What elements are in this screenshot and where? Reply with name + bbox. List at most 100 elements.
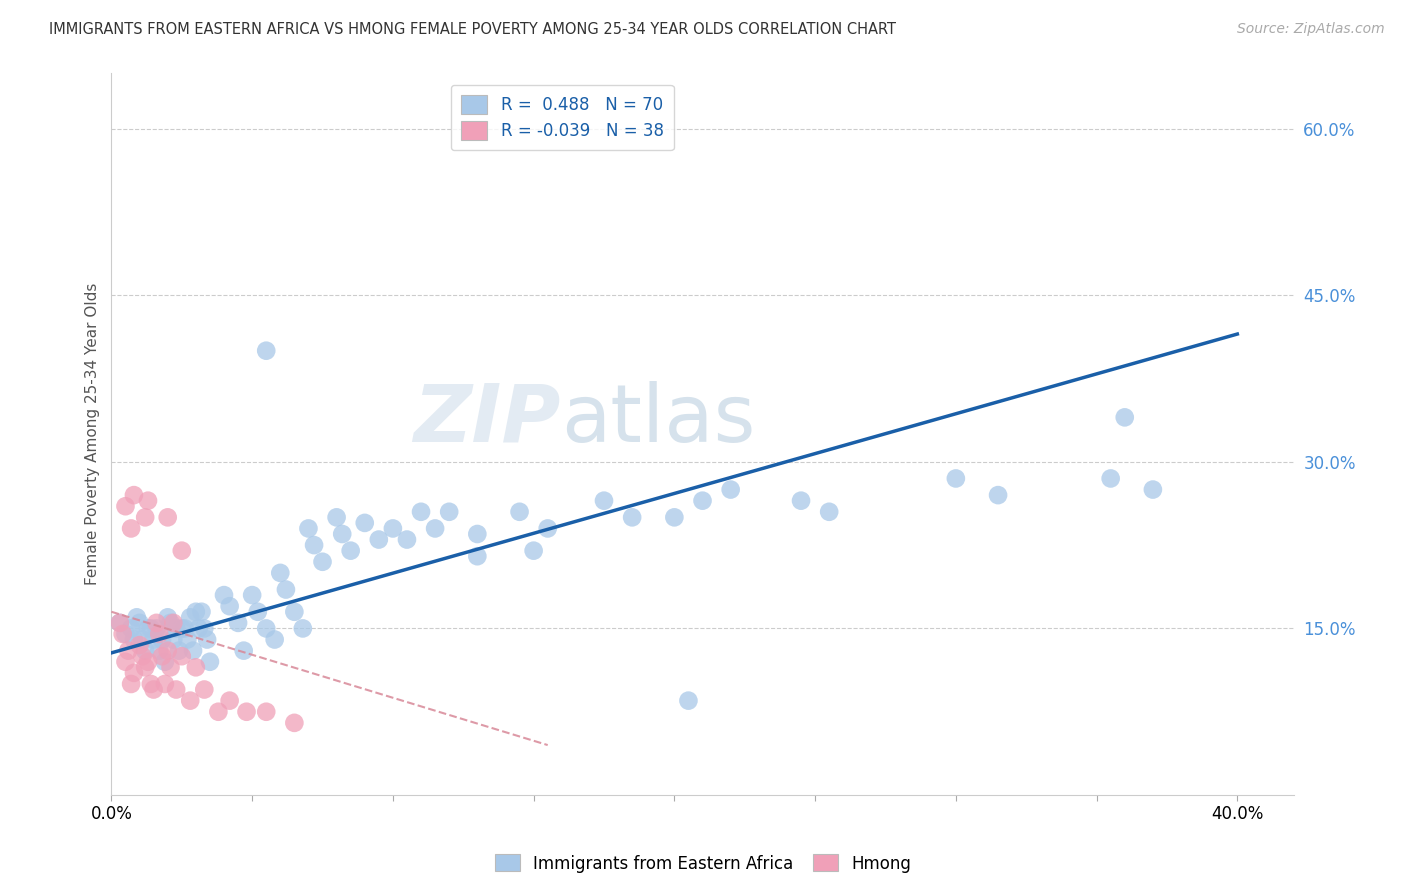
Point <box>212 588 235 602</box>
Point <box>122 665 145 680</box>
Point <box>523 543 546 558</box>
Point <box>117 643 139 657</box>
Point <box>150 632 173 647</box>
Point <box>465 527 488 541</box>
Point <box>818 505 841 519</box>
Point <box>232 643 254 657</box>
Point <box>139 677 162 691</box>
Point <box>173 622 195 636</box>
Point <box>108 615 131 630</box>
Point <box>170 649 193 664</box>
Point <box>128 638 150 652</box>
Point <box>339 543 361 558</box>
Point <box>283 715 305 730</box>
Point <box>678 693 700 707</box>
Point <box>142 632 165 647</box>
Point <box>283 605 305 619</box>
Point <box>134 643 156 657</box>
Point <box>664 510 686 524</box>
Point <box>254 705 277 719</box>
Point <box>179 693 201 707</box>
Point <box>263 632 285 647</box>
Point <box>1142 483 1164 497</box>
Point <box>131 649 153 664</box>
Point <box>325 510 347 524</box>
Point <box>184 605 207 619</box>
Point <box>153 677 176 691</box>
Point <box>465 549 488 564</box>
Point <box>395 533 418 547</box>
Point <box>134 660 156 674</box>
Legend: R =  0.488   N = 70, R = -0.039   N = 38: R = 0.488 N = 70, R = -0.039 N = 38 <box>451 85 673 150</box>
Point <box>136 622 159 636</box>
Point <box>218 693 240 707</box>
Point <box>179 610 201 624</box>
Point <box>509 505 531 519</box>
Point <box>593 493 616 508</box>
Point <box>139 622 162 636</box>
Point <box>235 705 257 719</box>
Point <box>125 610 148 624</box>
Point <box>120 622 142 636</box>
Point <box>167 643 190 657</box>
Point <box>114 655 136 669</box>
Point <box>193 622 215 636</box>
Point <box>945 471 967 485</box>
Point <box>437 505 460 519</box>
Point <box>148 643 170 657</box>
Point <box>156 643 179 657</box>
Point <box>302 538 325 552</box>
Point <box>120 677 142 691</box>
Point <box>122 632 145 647</box>
Point <box>159 615 181 630</box>
Point <box>207 705 229 719</box>
Point <box>423 521 446 535</box>
Point <box>720 483 742 497</box>
Point <box>111 627 134 641</box>
Point <box>170 622 193 636</box>
Point <box>128 615 150 630</box>
Point <box>114 627 136 641</box>
Point <box>156 610 179 624</box>
Text: atlas: atlas <box>561 381 755 458</box>
Point <box>330 527 353 541</box>
Point <box>274 582 297 597</box>
Point <box>367 533 389 547</box>
Point <box>165 622 187 636</box>
Point <box>198 655 221 669</box>
Legend: Immigrants from Eastern Africa, Hmong: Immigrants from Eastern Africa, Hmong <box>488 847 918 880</box>
Point <box>254 622 277 636</box>
Point <box>409 505 432 519</box>
Point <box>156 510 179 524</box>
Point <box>142 682 165 697</box>
Point <box>537 521 560 535</box>
Point <box>145 622 167 636</box>
Y-axis label: Female Poverty Among 25-34 Year Olds: Female Poverty Among 25-34 Year Olds <box>86 283 100 585</box>
Point <box>134 510 156 524</box>
Point <box>150 649 173 664</box>
Point <box>136 655 159 669</box>
Point <box>240 588 263 602</box>
Point <box>162 632 184 647</box>
Point <box>381 521 404 535</box>
Point <box>193 682 215 697</box>
Point <box>269 566 291 580</box>
Point <box>790 493 813 508</box>
Point <box>254 343 277 358</box>
Point <box>136 493 159 508</box>
Point <box>226 615 249 630</box>
Text: ZIP: ZIP <box>413 381 561 458</box>
Point <box>122 488 145 502</box>
Point <box>108 615 131 630</box>
Point <box>311 555 333 569</box>
Point <box>148 627 170 641</box>
Point <box>114 500 136 514</box>
Point <box>621 510 644 524</box>
Point <box>162 615 184 630</box>
Point <box>987 488 1010 502</box>
Point <box>176 632 198 647</box>
Point <box>218 599 240 614</box>
Point <box>291 622 314 636</box>
Point <box>195 632 218 647</box>
Point <box>184 660 207 674</box>
